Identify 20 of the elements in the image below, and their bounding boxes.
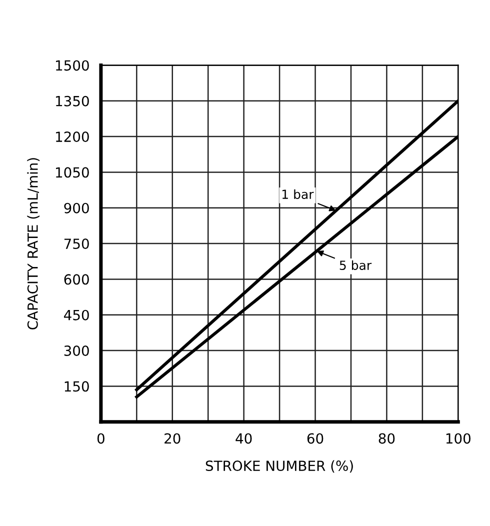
series-label: 5 bar — [340, 260, 372, 270]
y-tick-label: 300 — [64, 345, 89, 356]
x-tick-label: 20 — [164, 433, 180, 444]
y-tick-label: 1200 — [56, 132, 89, 142]
y-tick-label: 150 — [64, 381, 89, 392]
y-axis-title: CAPACITY RATE (mL/min) — [27, 158, 40, 330]
y-tick-label: 1350 — [56, 96, 89, 106]
x-tick-label: 80 — [378, 433, 395, 444]
y-tick-label: 450 — [64, 310, 89, 320]
y-tick-label: 600 — [64, 274, 89, 285]
x-axis-title: STROKE NUMBER (%) — [206, 460, 353, 473]
x-tick-label: 100 — [446, 433, 470, 444]
series-label: 1 bar — [282, 189, 314, 200]
x-tick-label: 40 — [236, 433, 252, 444]
y-tick-label: 900 — [64, 202, 89, 214]
y-tick-label: 1500 — [56, 60, 89, 71]
y-tick-label: 750 — [64, 238, 89, 250]
y-tick-label: 1050 — [56, 167, 89, 178]
x-tick-label: 0 — [97, 433, 104, 444]
x-tick-label: 60 — [307, 433, 324, 444]
